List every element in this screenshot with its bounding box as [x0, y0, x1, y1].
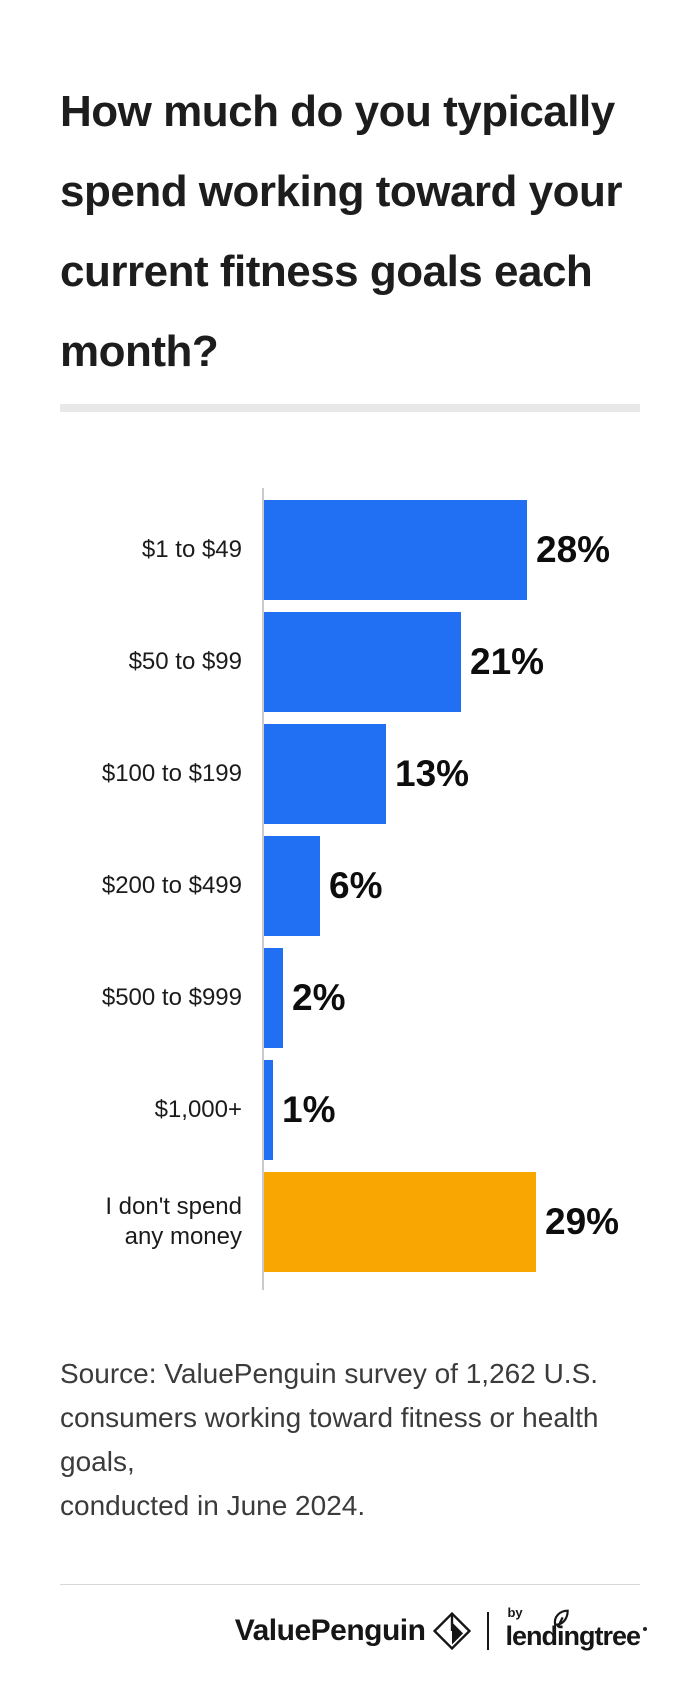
chart-row: $500 to $999 2% — [60, 948, 640, 1060]
registered-mark — [643, 1626, 647, 1631]
bar — [264, 836, 320, 936]
bar-zone: 1% — [262, 1060, 640, 1160]
axis-line — [262, 488, 264, 1290]
bar — [264, 612, 461, 712]
footer-divider — [60, 1584, 640, 1585]
bar — [264, 724, 386, 824]
bar-zone: 6% — [262, 836, 640, 936]
bar-zone: 28% — [262, 500, 640, 600]
value-label: 21% — [470, 641, 545, 682]
bar-zone: 21% — [262, 612, 640, 712]
bar-zone: 29% — [262, 1172, 640, 1272]
leaf-icon — [554, 1609, 570, 1628]
chart-row: $1,000+ 1% — [60, 1060, 640, 1172]
value-label: 2% — [292, 977, 346, 1018]
category-label: I don't spend any money — [105, 1193, 242, 1250]
value-label: 1% — [282, 1089, 336, 1130]
title-divider — [60, 404, 640, 412]
value-label: 13% — [395, 753, 470, 794]
chart-row: $1 to $49 28% — [60, 500, 640, 612]
chart-row: $100 to $199 13% — [60, 724, 640, 836]
lendingtree-logo: by lendingtree — [505, 1605, 647, 1652]
chart-row: I don't spend any money 29% — [60, 1172, 640, 1284]
lendingtree-text: lendingtree — [505, 1620, 641, 1651]
chart-row: $50 to $99 21% — [60, 612, 640, 724]
chart-row: $200 to $499 6% — [60, 836, 640, 948]
value-label: 28% — [536, 529, 611, 570]
source-note: Source: ValuePenguin survey of 1,262 U.S… — [60, 1358, 599, 1521]
category-label: $100 to $199 — [101, 760, 242, 787]
category-label: $1 to $49 — [141, 536, 242, 563]
bar-chart: $1 to $49 28% $50 to $99 21% $100 to $19… — [60, 488, 640, 1290]
bar — [264, 948, 283, 1048]
bar-zone: 2% — [262, 948, 640, 1048]
chart-rows: $1 to $49 28% $50 to $99 21% $100 to $19… — [60, 488, 640, 1284]
logo-separator — [487, 1612, 490, 1650]
category-label: $1,000+ — [154, 1096, 242, 1123]
value-label: 6% — [329, 865, 383, 906]
valuepenguin-wordmark: ValuePenguin — [234, 1614, 426, 1647]
bar — [264, 1060, 273, 1160]
category-label: $50 to $99 — [128, 648, 242, 675]
bar — [264, 1172, 536, 1272]
footer-logos: ValuePenguin by lendingtree — [60, 1605, 647, 1655]
category-label: $500 to $999 — [101, 984, 242, 1011]
infographic: How much do you typically spend working … — [0, 72, 700, 1655]
lendingtree-wordmark: lendingtree — [505, 1609, 647, 1651]
penguin-icon — [433, 1612, 472, 1650]
bar — [264, 500, 527, 600]
chart-title: How much do you typically spend working … — [60, 87, 623, 376]
category-label: $200 to $499 — [101, 872, 242, 899]
bar-zone: 13% — [262, 724, 640, 824]
by-label: by — [507, 1604, 523, 1620]
value-label: 29% — [545, 1201, 620, 1242]
